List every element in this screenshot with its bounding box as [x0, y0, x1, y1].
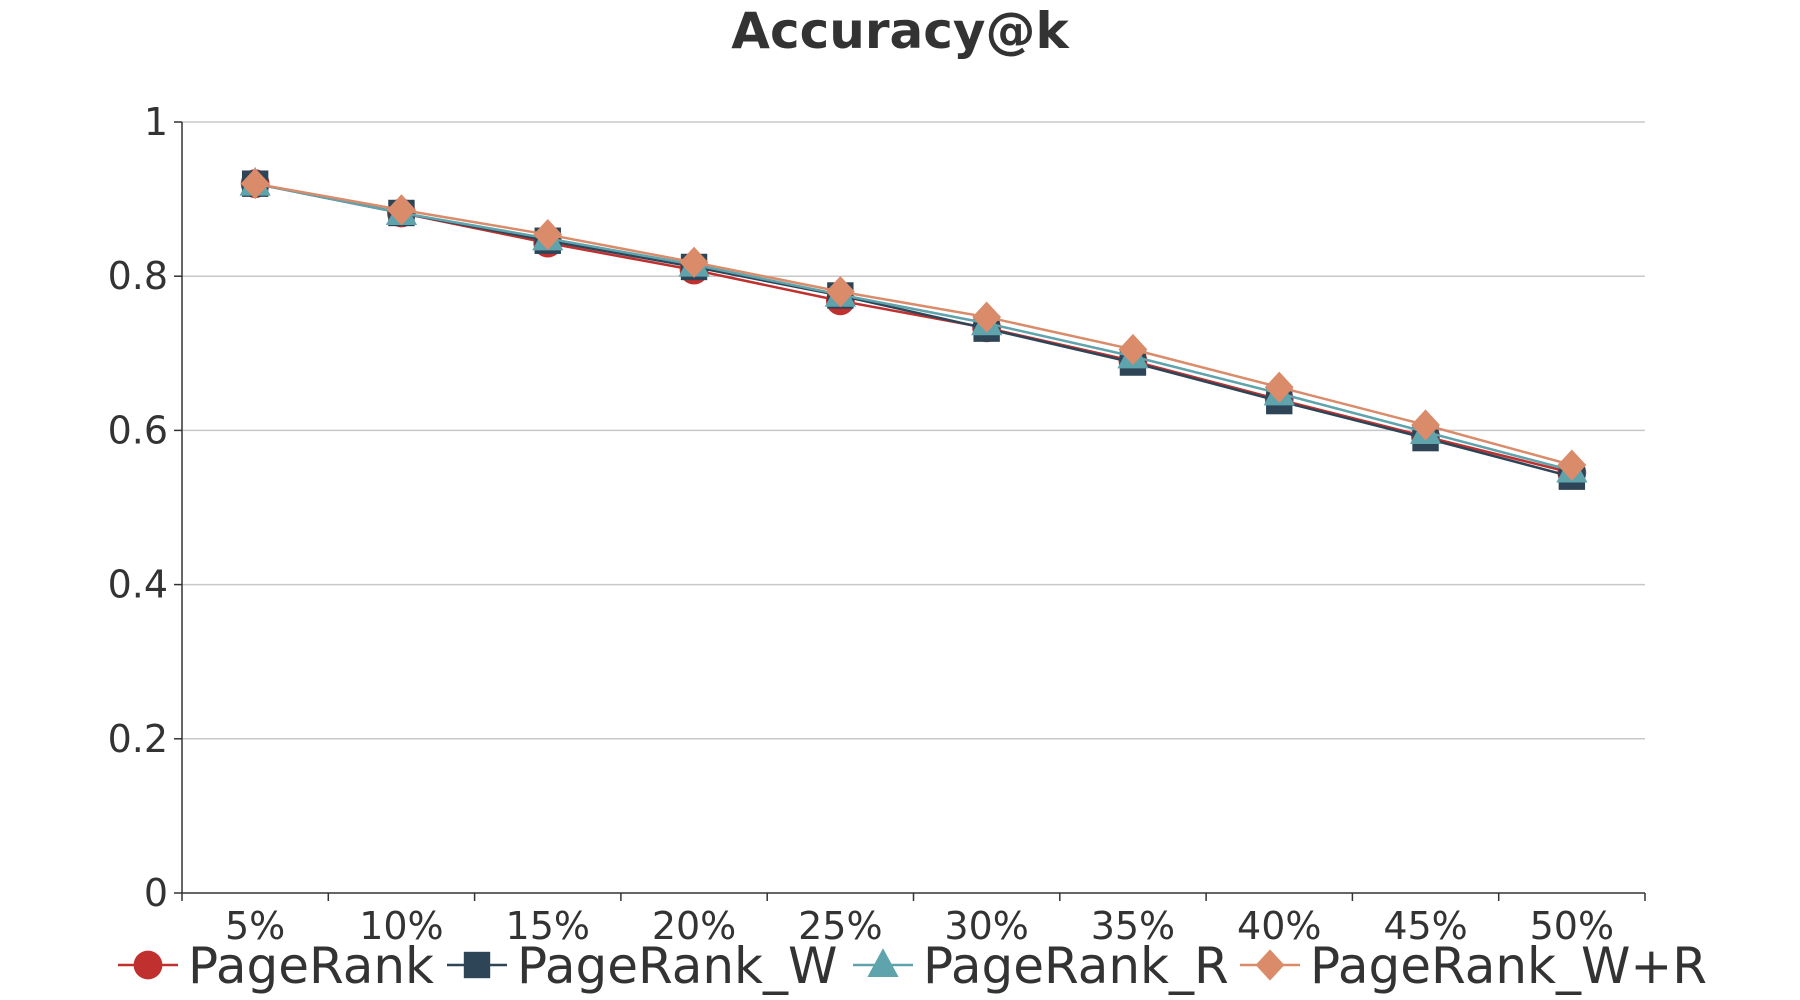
- x-tick-label: 40%: [1237, 904, 1321, 948]
- x-tick-label: 15%: [506, 904, 590, 948]
- y-tick-label: 0.4: [108, 563, 168, 607]
- axes: 00.20.40.60.815% 10% 15% 20% 25% 30% 35% 40% 45%…: [108, 100, 1646, 948]
- data-point: [1118, 333, 1148, 366]
- x-tick-label: 20%: [652, 904, 736, 948]
- legend-label: PageRank: [188, 937, 434, 995]
- legend-swatch-marker: [1255, 949, 1285, 981]
- legend-item: PageRank_R: [853, 937, 1229, 995]
- series-line: [254, 182, 1573, 472]
- series-line: [254, 182, 1573, 467]
- x-tick-label: 35%: [1091, 904, 1175, 948]
- series-lines: [239, 166, 1588, 490]
- series-3: [239, 166, 1588, 483]
- y-tick-label: 0.6: [108, 408, 168, 452]
- legend-item: PageRank: [118, 937, 434, 995]
- x-tick-label: 10%: [359, 904, 443, 948]
- y-tick-label: 1: [144, 100, 168, 144]
- y-tick-label: 0.2: [108, 717, 168, 761]
- series-line: [254, 182, 1573, 478]
- legend-swatch-marker: [867, 948, 899, 977]
- data-point: [240, 168, 270, 200]
- gridlines: [182, 121, 1645, 740]
- legend-item: PageRank_W: [447, 937, 837, 995]
- legend-swatch-marker: [463, 951, 491, 979]
- data-point: [1411, 409, 1440, 441]
- y-tick-label: 0.8: [108, 254, 168, 298]
- legend-label: PageRank_W: [517, 937, 837, 995]
- data-point: [679, 246, 709, 278]
- x-tick-label: 45%: [1383, 904, 1467, 948]
- series-line: [254, 182, 1573, 475]
- data-point: [825, 276, 855, 308]
- data-point: [387, 194, 416, 226]
- legend-label: PageRank_W+R: [1310, 937, 1707, 995]
- legend-label: PageRank_R: [923, 937, 1229, 995]
- legend-item: PageRank_W+R: [1240, 937, 1707, 995]
- x-tick-label: 5%: [225, 904, 285, 948]
- y-tick-label: 0: [144, 871, 168, 915]
- x-tick-label: 30%: [944, 904, 1028, 948]
- x-tick-label: 50%: [1530, 904, 1614, 948]
- data-point: [533, 218, 563, 251]
- data-point: [1264, 371, 1294, 403]
- legend-swatch-marker: [133, 950, 163, 980]
- data-point: [1557, 449, 1587, 481]
- series-4: [240, 168, 1587, 481]
- chart-title: Accuracy@k: [731, 2, 1070, 60]
- data-point: [972, 301, 1002, 333]
- legend: PageRank PageRank_W PageRank_R PageRank_W+R: [118, 937, 1707, 995]
- x-tick-label: 25%: [798, 904, 882, 948]
- series-2: [241, 170, 1586, 490]
